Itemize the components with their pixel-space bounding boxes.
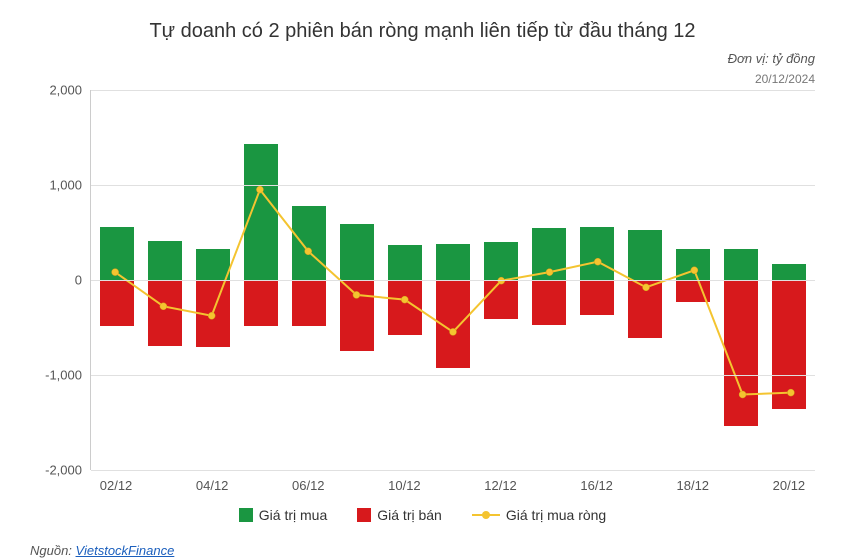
legend-buy-label: Giá trị mua [259,507,327,523]
bar-sell [100,280,134,326]
bar-sell [196,280,230,347]
y-tick-label: 2,000 [49,83,82,98]
bar-sell [532,280,566,325]
legend-net-swatch [472,508,500,522]
date-label: 20/12/2024 [30,72,815,86]
legend-sell-swatch [357,508,371,522]
unit-label: Đơn vị: tỷ đồng [30,51,815,66]
bar-buy [388,245,422,280]
bar-sell [148,280,182,346]
x-tick-label: 20/12 [769,478,809,493]
bar-buy [100,227,134,280]
x-tick-label: 04/12 [192,478,232,493]
bar-sell [388,280,422,335]
grid-line [91,185,815,186]
bar-sell [340,280,374,351]
x-tick-label [625,478,665,493]
bar-buy [532,228,566,280]
bar-sell [580,280,614,315]
x-tick-label [529,478,569,493]
source-prefix: Nguồn: [30,543,76,558]
bar-sell [292,280,326,326]
legend-sell: Giá trị bán [357,507,442,523]
legend-buy: Giá trị mua [239,507,327,523]
bar-buy [772,264,806,280]
bar-sell [772,280,806,409]
x-tick-label [721,478,761,493]
bar-sell [484,280,518,319]
x-tick-label: 18/12 [673,478,713,493]
chart-container: Tự doanh có 2 phiên bán ròng mạnh liên t… [0,0,845,557]
legend-net: Giá trị mua ròng [472,507,606,523]
bar-sell [676,280,710,302]
grid-area [90,90,815,470]
x-tick-label [144,478,184,493]
bar-buy [292,206,326,280]
x-tick-label: 02/12 [96,478,136,493]
bar-buy [148,241,182,280]
x-tick-label: 12/12 [481,478,521,493]
grid-line [91,375,815,376]
y-tick-label: 1,000 [49,178,82,193]
legend-net-label: Giá trị mua ròng [506,507,606,523]
bar-buy [484,242,518,280]
grid-line [91,90,815,91]
plot-area: -2,000-1,00001,0002,000 [30,90,815,470]
x-tick-label [336,478,376,493]
grid-line [91,470,815,471]
bar-sell [436,280,470,368]
grid-line [91,280,815,281]
bar-buy [436,244,470,280]
chart-title: Tự doanh có 2 phiên bán ròng mạnh liên t… [30,20,815,43]
bar-buy [196,249,230,280]
legend-sell-label: Giá trị bán [377,507,442,523]
source-link[interactable]: VietstockFinance [76,543,175,558]
x-tick-label: 16/12 [577,478,617,493]
x-tick-label: 06/12 [288,478,328,493]
bar-buy [580,227,614,280]
y-axis: -2,000-1,00001,0002,000 [30,90,90,470]
y-tick-label: -2,000 [45,463,82,478]
x-axis: 02/12 04/12 06/12 10/12 12/12 16/12 18/12 20/12 [90,470,815,493]
bar-sell [628,280,662,338]
x-tick-label [432,478,472,493]
bar-sell [244,280,278,326]
bar-buy [244,144,278,280]
y-tick-label: -1,000 [45,368,82,383]
bar-sell [724,280,758,426]
bar-buy [676,249,710,280]
legend: Giá trị mua Giá trị bán Giá trị mua ròng [30,507,815,523]
bar-buy [340,224,374,280]
x-tick-label: 10/12 [384,478,424,493]
y-tick-label: 0 [75,273,82,288]
source-line: Nguồn: VietstockFinance [30,543,815,558]
legend-buy-swatch [239,508,253,522]
bar-buy [724,249,758,280]
x-tick-label [240,478,280,493]
bar-buy [628,230,662,280]
